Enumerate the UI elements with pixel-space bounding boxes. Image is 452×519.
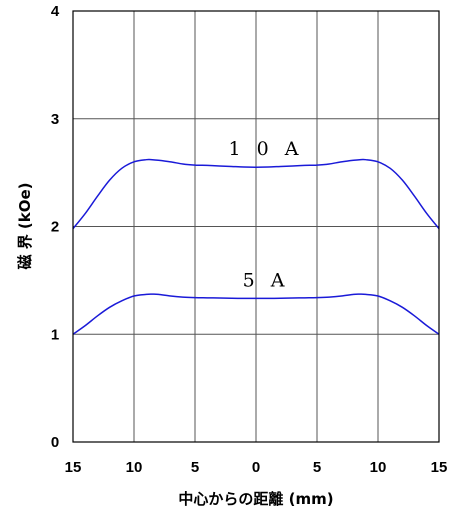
series-line-5A — [72, 293, 440, 335]
y-tick-label: 2 — [51, 219, 59, 236]
x-tick-label: 15 — [65, 459, 82, 476]
y-axis-title: 磁 界 (kOe) — [16, 182, 34, 269]
series-label-5A: 5 A — [243, 269, 290, 291]
series-labels: 1 0 A 5 A — [229, 138, 304, 291]
series-line-10A — [72, 158, 440, 230]
x-tick-label: 15 — [431, 459, 448, 476]
y-tick-label: 3 — [51, 111, 59, 128]
x-tick-label: 5 — [313, 459, 321, 476]
x-tick-label: 0 — [252, 459, 260, 476]
y-tick-label: 1 — [51, 326, 59, 343]
x-axis-title: 中心からの距離 (mm) — [178, 490, 333, 508]
plot-frame — [72, 10, 440, 443]
grid — [73, 11, 439, 442]
x-tick-label: 10 — [126, 459, 143, 476]
y-axis-ticks: 0 1 2 3 4 — [51, 3, 60, 451]
series-label-10A: 1 0 A — [229, 138, 304, 160]
y-tick-label: 0 — [51, 434, 59, 451]
curves — [72, 158, 440, 335]
x-tick-label: 10 — [370, 459, 387, 476]
y-tick-label: 4 — [51, 3, 60, 20]
x-tick-label: 5 — [191, 459, 199, 476]
x-axis-ticks: 15 10 5 0 5 10 15 — [65, 459, 448, 476]
